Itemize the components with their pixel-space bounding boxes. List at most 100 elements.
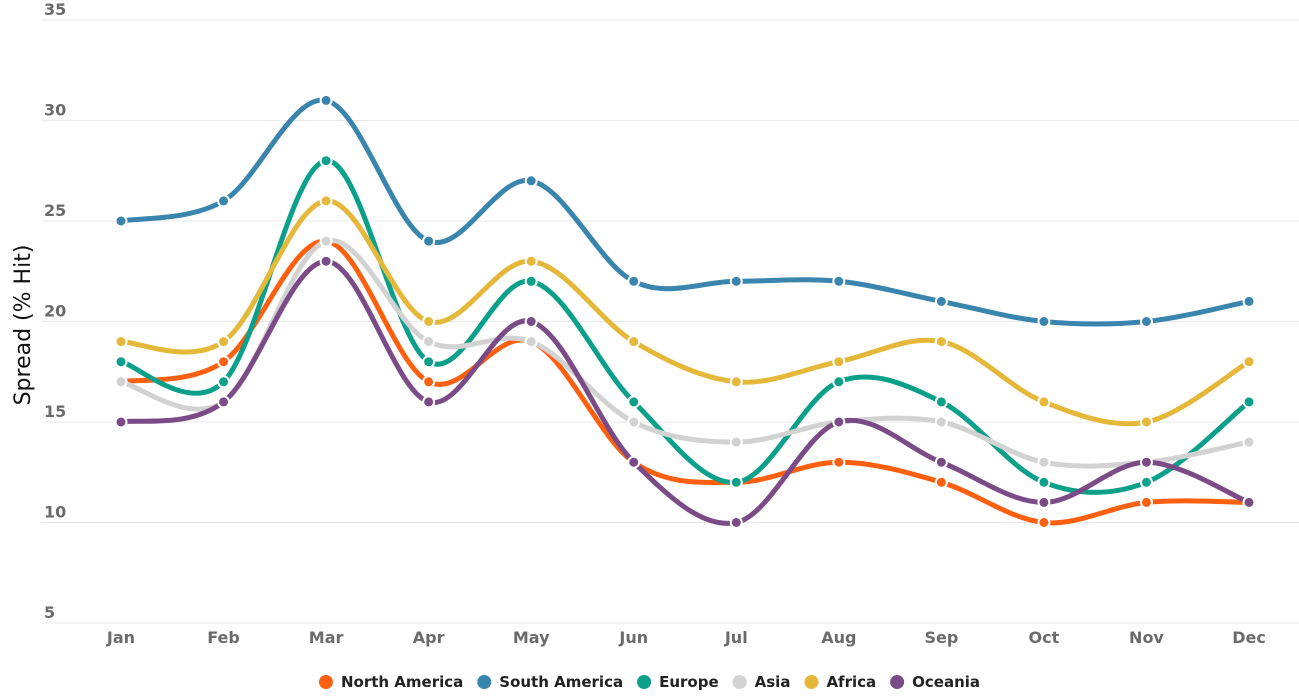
data-point: [217, 355, 231, 369]
data-point: [1139, 495, 1153, 509]
legend-swatch: [890, 675, 905, 689]
data-point: [832, 355, 846, 369]
data-point: [1037, 315, 1051, 328]
data-point: [422, 395, 436, 409]
series-layer: [114, 93, 1256, 529]
x-tick-label: Jul: [724, 628, 748, 647]
data-point: [934, 415, 948, 429]
x-tick-label: Aug: [821, 628, 856, 647]
data-point: [1242, 395, 1256, 409]
data-point: [934, 395, 948, 409]
x-axis: Jan Feb Mar Apr May Jun Jul Aug Sep Oct Nov Dec: [106, 628, 1266, 647]
data-point: [524, 174, 538, 188]
data-point: [627, 395, 641, 409]
legend-swatch: [732, 675, 747, 689]
data-point: [627, 415, 641, 429]
legend-item: Africa: [804, 673, 876, 691]
legend-label: Africa: [826, 673, 876, 691]
data-point: [422, 315, 436, 328]
legend-label: Asia: [755, 673, 791, 691]
series-line: [118, 198, 1252, 427]
legend-item: Oceania: [890, 673, 980, 691]
data-point: [627, 274, 641, 288]
data-point: [1037, 516, 1051, 529]
data-point: [319, 93, 333, 107]
data-point: [832, 375, 846, 389]
data-point: [114, 415, 128, 429]
data-point: [422, 234, 436, 248]
data-point: [1242, 495, 1256, 509]
x-tick-label: Mar: [309, 628, 344, 647]
y-tick-label: 15: [44, 402, 66, 421]
data-point: [524, 274, 538, 288]
data-point: [1037, 475, 1051, 489]
data-point: [114, 214, 128, 228]
y-axis-label: Spread (% Hit): [11, 245, 36, 406]
series-line: [118, 258, 1252, 526]
data-point: [729, 435, 743, 449]
data-point: [1139, 475, 1153, 489]
data-point: [729, 375, 743, 389]
series-south-america: [114, 93, 1256, 328]
data-point: [1139, 315, 1153, 328]
data-point: [627, 335, 641, 349]
y-tick-label: 25: [44, 201, 66, 220]
legend-item: Europe: [637, 673, 719, 691]
x-tick-label: Feb: [207, 628, 240, 647]
data-point: [729, 475, 743, 489]
data-point: [217, 375, 231, 389]
data-point: [1242, 355, 1256, 369]
data-point: [1037, 395, 1051, 409]
legend-swatch: [477, 675, 492, 689]
x-tick-label: Nov: [1129, 628, 1164, 647]
legend-label: Oceania: [912, 673, 980, 691]
data-point: [1139, 415, 1153, 429]
legend-item: North America: [318, 673, 463, 691]
data-point: [934, 475, 948, 489]
series-north-america: [114, 234, 1256, 529]
data-point: [934, 455, 948, 469]
data-point: [729, 274, 743, 288]
y-tick-label: 35: [44, 0, 66, 19]
legend-label: South America: [499, 673, 623, 691]
y-axis: 5 10 15 20 25 30 35: [44, 0, 66, 622]
series-africa: [114, 194, 1256, 429]
y-tick-label: 5: [44, 603, 55, 622]
data-point: [627, 455, 641, 469]
data-point: [217, 395, 231, 409]
x-tick-label: May: [513, 628, 550, 647]
data-point: [319, 234, 333, 248]
data-point: [1242, 435, 1256, 449]
data-point: [729, 516, 743, 529]
legend-item: Asia: [732, 673, 791, 691]
series-oceania: [114, 254, 1256, 529]
y-tick-label: 20: [44, 302, 66, 321]
data-point: [114, 335, 128, 349]
data-point: [832, 455, 846, 469]
data-point: [832, 415, 846, 429]
x-tick-label: Jun: [618, 628, 648, 647]
data-point: [422, 375, 436, 389]
data-point: [114, 355, 128, 369]
data-point: [1139, 455, 1153, 469]
data-point: [114, 375, 128, 389]
series-line: [118, 237, 1252, 469]
data-point: [1037, 455, 1051, 469]
x-tick-label: Oct: [1029, 628, 1060, 647]
data-point: [422, 355, 436, 369]
legend-swatch: [318, 675, 333, 689]
legend-item: South America: [477, 673, 623, 691]
y-tick-label: 30: [44, 101, 66, 120]
data-point: [524, 254, 538, 268]
data-point: [524, 315, 538, 328]
series-line: [118, 158, 1252, 495]
data-point: [1242, 294, 1256, 308]
data-point: [934, 294, 948, 308]
data-point: [319, 194, 333, 208]
data-point: [524, 335, 538, 349]
legend-label: Europe: [659, 673, 719, 691]
data-point: [319, 154, 333, 168]
legend-label: North America: [341, 673, 463, 691]
